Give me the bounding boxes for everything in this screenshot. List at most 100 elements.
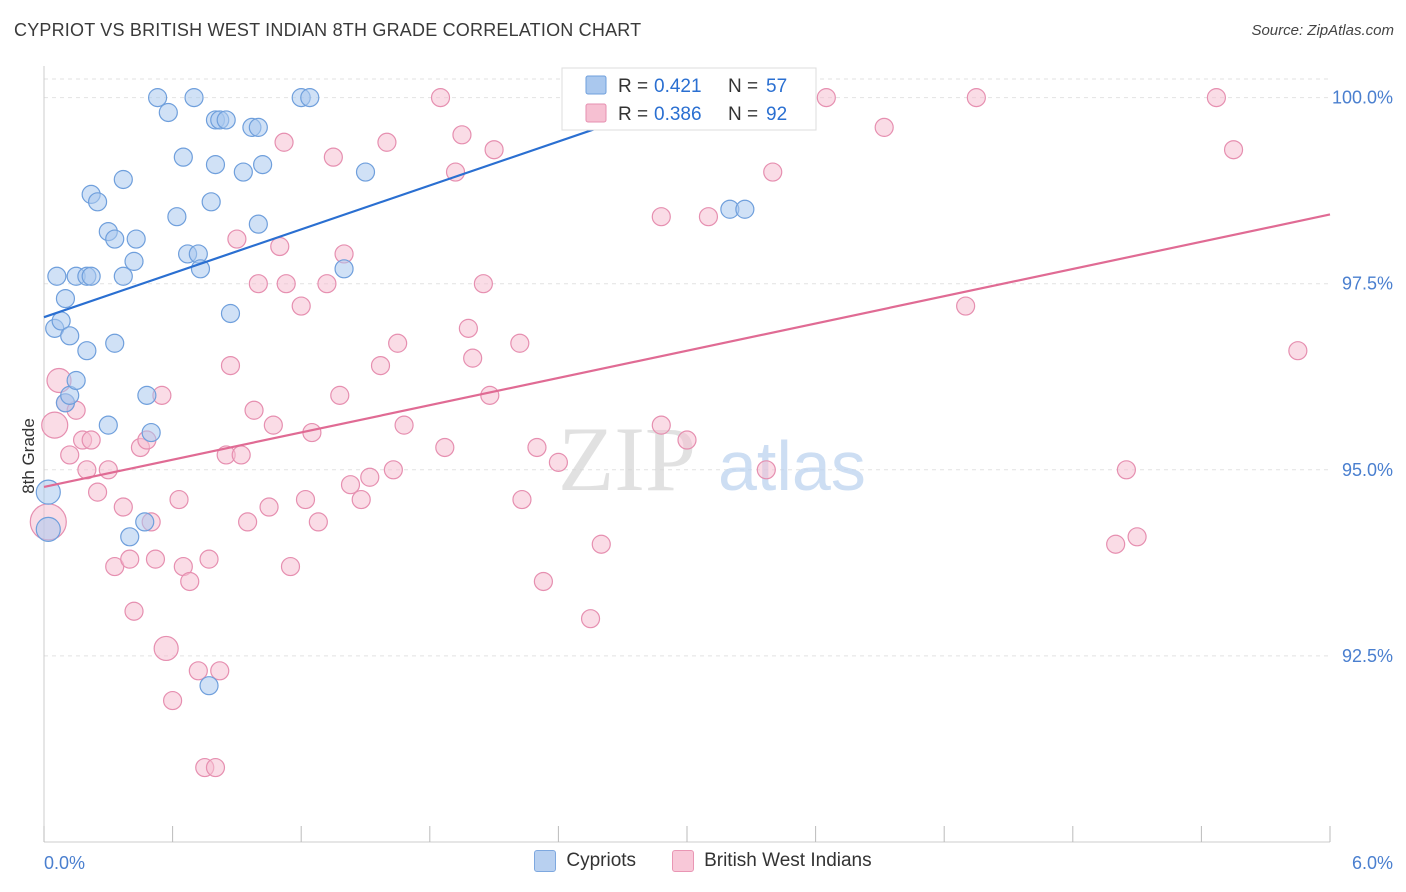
point-british-west-indians <box>548 452 569 472</box>
point-british-west-indians <box>248 274 268 294</box>
point-cypriots <box>205 155 226 175</box>
point-british-west-indians <box>445 162 466 182</box>
point-british-west-indians <box>231 445 251 465</box>
point-british-west-indians <box>87 482 108 502</box>
chart-title: CYPRIOT VS BRITISH WEST INDIAN 8TH GRADE… <box>14 20 642 40</box>
y-axis-label: 8th Grade <box>19 418 38 494</box>
point-cypriots <box>113 169 133 190</box>
point-british-west-indians <box>351 489 371 510</box>
point-british-west-indians <box>244 400 264 420</box>
point-british-west-indians <box>124 601 144 621</box>
point-british-west-indians <box>1127 527 1147 547</box>
legend-label-cypriots: Cypriots <box>566 850 637 871</box>
point-british-west-indians <box>394 415 414 435</box>
legend-swatch-blue <box>534 850 557 872</box>
point-cypriots <box>77 341 97 361</box>
point-cypriots <box>105 333 125 353</box>
x-tick-label: 6.0% <box>1352 853 1393 873</box>
point-british-west-indians <box>145 549 166 569</box>
point-cypriots <box>105 229 125 249</box>
point-cypriots <box>60 326 80 346</box>
point-british-west-indians <box>1223 140 1244 160</box>
point-british-west-indians <box>510 333 530 353</box>
point-british-west-indians <box>698 207 719 227</box>
point-cypriots <box>55 288 76 309</box>
legend-r-value-cypriots: 0.421 <box>654 76 702 97</box>
point-british-west-indians <box>220 355 241 376</box>
point-british-west-indians <box>388 333 408 353</box>
point-british-west-indians <box>452 125 472 145</box>
point-cypriots <box>248 117 268 137</box>
legend-swatch-british-west-indians <box>585 103 607 123</box>
point-cypriots <box>253 155 273 175</box>
point-british-west-indians <box>113 497 133 517</box>
point-british-west-indians <box>370 355 391 376</box>
legend-n-value-bwi: 92 <box>766 104 787 125</box>
point-cypriots <box>355 162 376 182</box>
point-british-west-indians <box>263 415 283 435</box>
point-cypriots <box>35 479 61 505</box>
point-british-west-indians <box>435 437 455 458</box>
point-cypriots <box>124 251 144 271</box>
point-cypriots <box>173 147 193 167</box>
point-british-west-indians <box>360 467 380 487</box>
point-cypriots <box>300 88 320 108</box>
watermark-zip: ZIP <box>558 408 696 510</box>
legend-item-cypriots: Cypriots <box>534 850 636 872</box>
point-cypriots <box>66 370 86 391</box>
axes-layer: 92.5% 95.0% 97.5% 100.0% 0.0% 6.0% <box>43 66 1393 873</box>
trend-line-british-west-indians <box>43 213 1331 489</box>
legend-bottom: Cypriots British West Indians <box>0 850 1406 872</box>
point-british-west-indians <box>591 534 611 554</box>
chart-source: Source: ZipAtlas.com <box>1251 22 1394 39</box>
y-tick-label: 100.0% <box>1332 88 1393 108</box>
legend-r-label-cypriots: R = <box>618 76 648 97</box>
point-cypriots <box>248 214 268 234</box>
point-british-west-indians <box>1206 88 1227 108</box>
point-british-west-indians <box>651 415 671 435</box>
point-british-west-indians <box>1288 341 1308 361</box>
point-cypriots <box>137 385 157 405</box>
point-british-west-indians <box>1116 460 1136 480</box>
point-cypriots <box>87 192 108 212</box>
point-british-west-indians <box>274 132 294 152</box>
point-cypriots <box>98 415 118 435</box>
point-cypriots <box>167 207 187 227</box>
point-british-west-indians <box>874 117 894 137</box>
point-british-west-indians <box>180 571 200 592</box>
point-british-west-indians <box>153 635 179 662</box>
point-british-west-indians <box>259 497 279 517</box>
point-cypriots <box>201 192 221 212</box>
point-british-west-indians <box>238 512 258 532</box>
point-cypriots <box>141 422 161 443</box>
point-british-west-indians <box>188 661 208 681</box>
point-cypriots <box>35 516 61 542</box>
point-cypriots <box>135 512 155 532</box>
point-cypriots <box>233 162 253 182</box>
point-british-west-indians <box>1106 534 1126 554</box>
point-british-west-indians <box>430 88 451 108</box>
legend-n-label-bwi: N = <box>728 104 758 125</box>
point-british-west-indians <box>120 549 140 569</box>
point-british-west-indians <box>956 296 976 316</box>
point-british-west-indians <box>98 460 118 480</box>
legend-label-british-west-indians: British West Indians <box>704 850 872 871</box>
trend-line-cypriots <box>43 96 688 319</box>
watermark-atlas: atlas <box>718 427 866 505</box>
point-cypriots <box>120 527 140 547</box>
point-british-west-indians <box>308 512 328 532</box>
y-tick-label: 92.5% <box>1342 646 1393 666</box>
point-british-west-indians <box>41 411 69 439</box>
point-cypriots <box>334 259 354 279</box>
point-british-west-indians <box>317 274 337 294</box>
point-british-west-indians <box>323 147 343 167</box>
point-cypriots <box>158 102 178 123</box>
point-british-west-indians <box>280 556 301 577</box>
point-british-west-indians <box>210 661 230 681</box>
point-british-west-indians <box>205 757 226 778</box>
point-british-west-indians <box>270 236 290 257</box>
point-british-west-indians <box>677 430 697 450</box>
point-british-west-indians <box>533 571 553 592</box>
point-british-west-indians <box>340 475 361 495</box>
